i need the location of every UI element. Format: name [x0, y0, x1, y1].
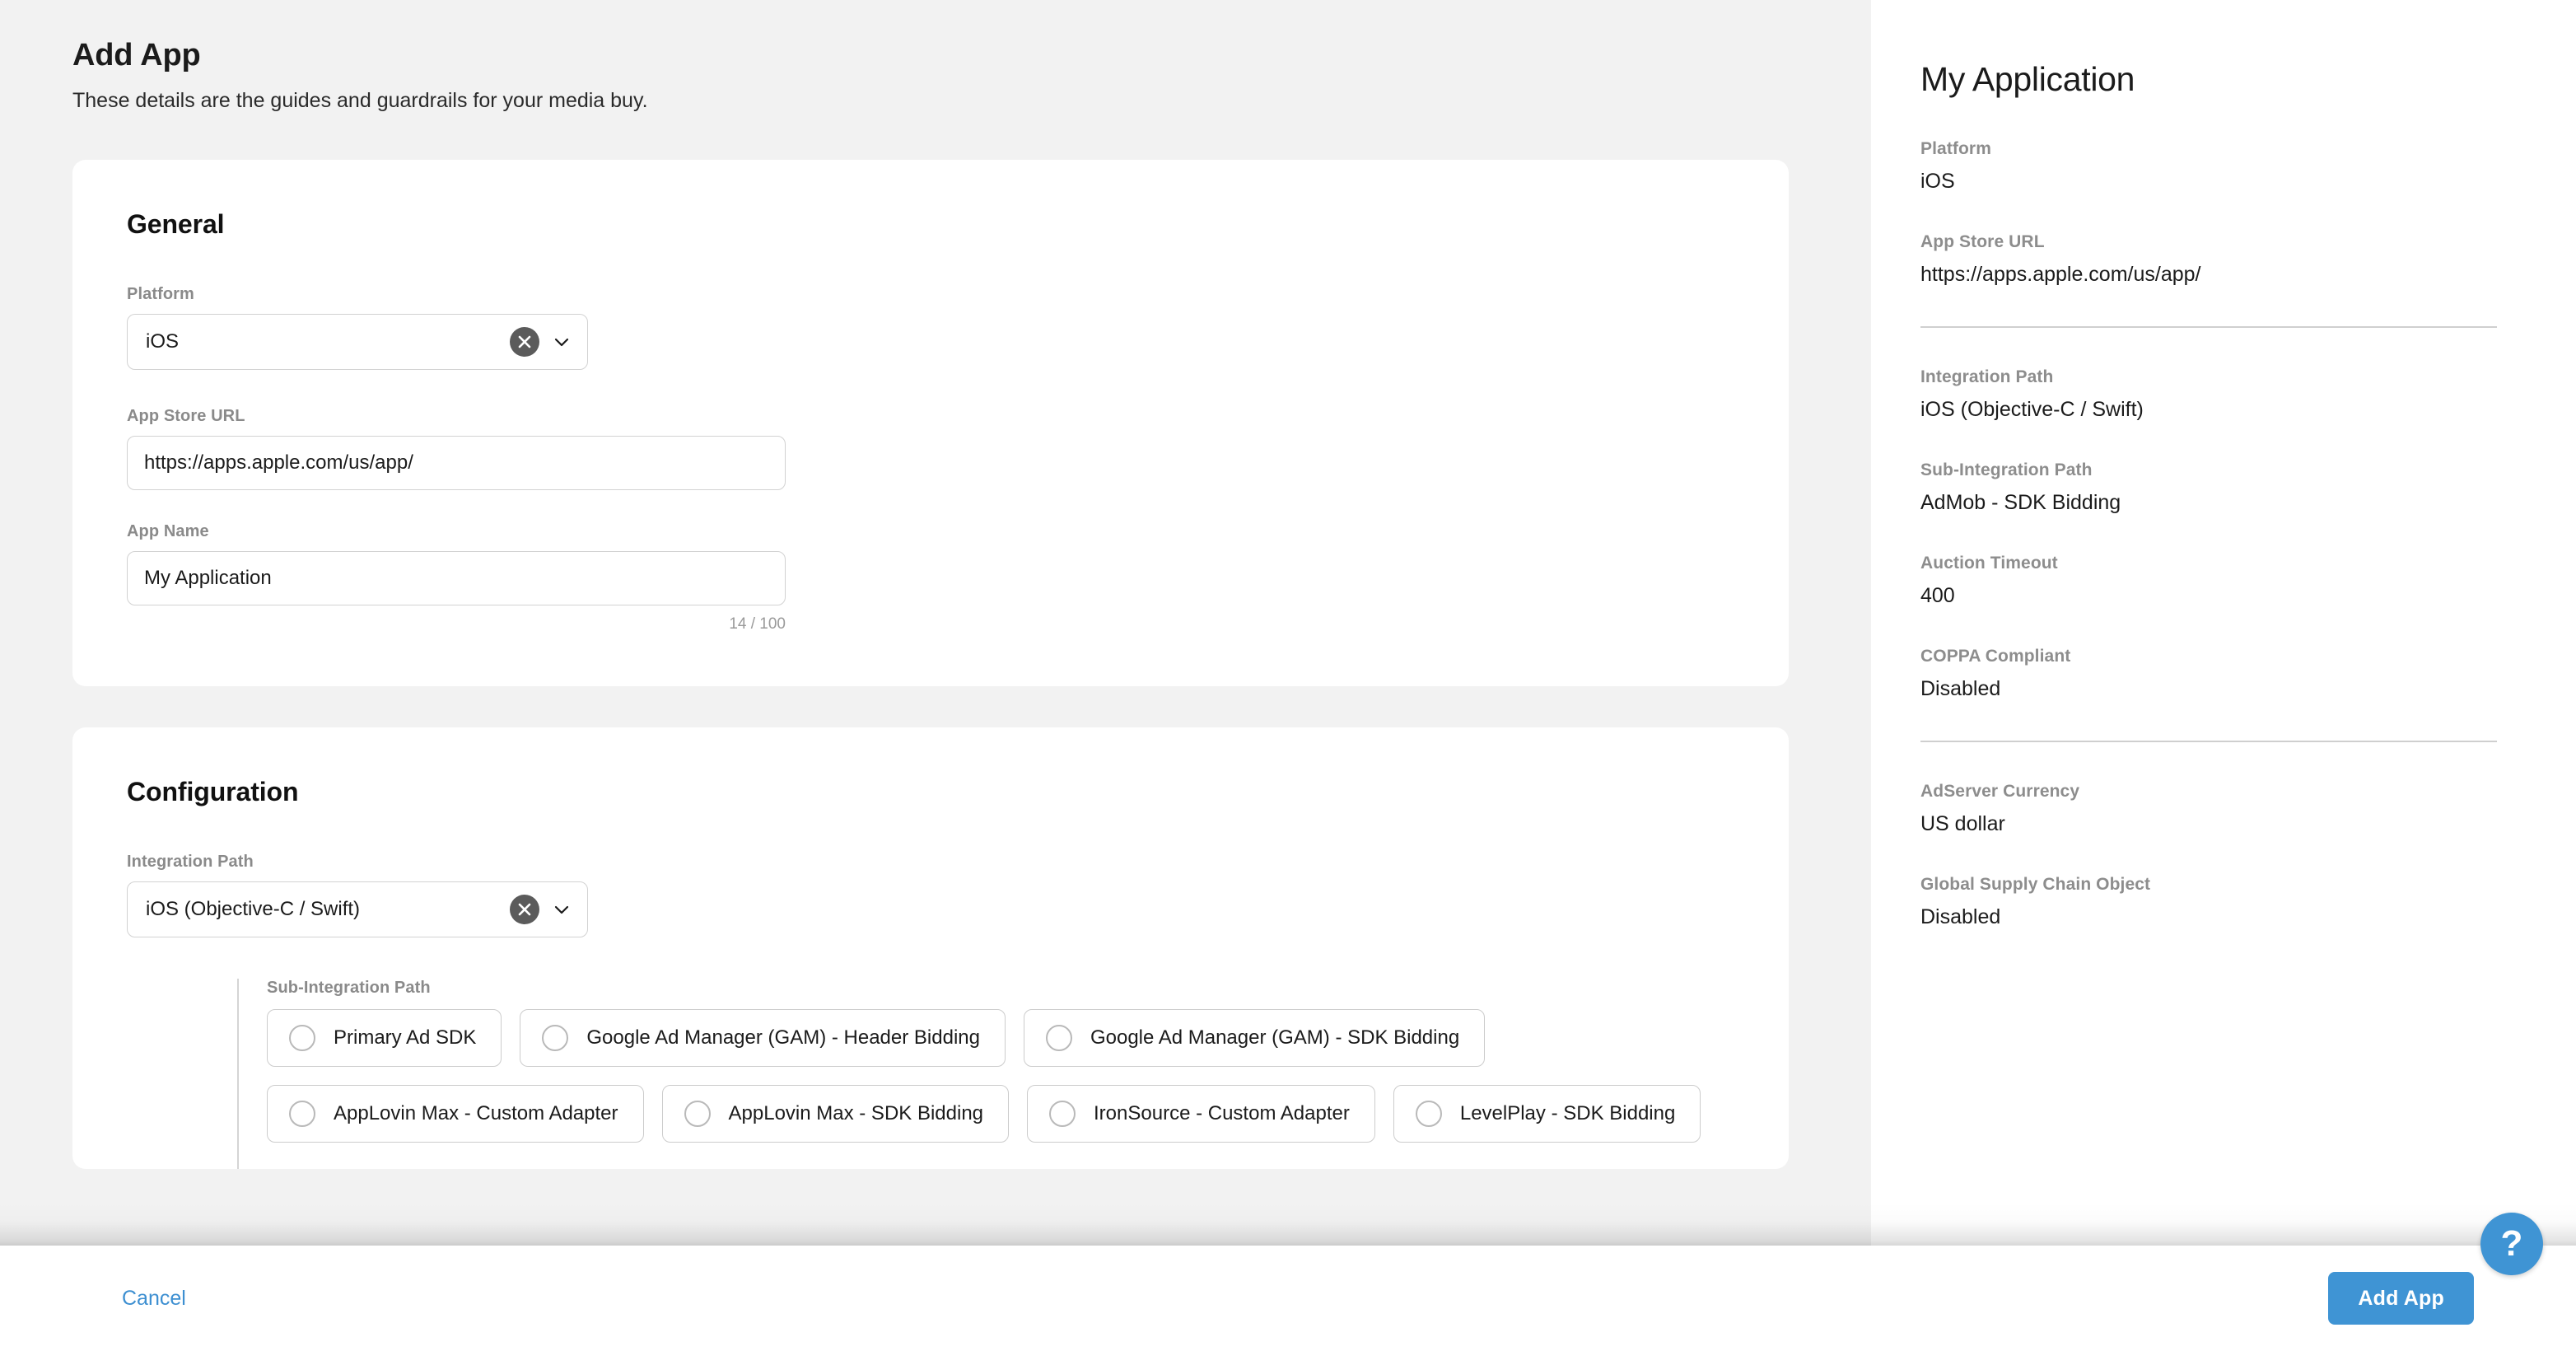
app-store-url-field: App Store URL	[72, 406, 1789, 491]
radio-dot-icon[interactable]	[1049, 1101, 1076, 1128]
summary-item-app-store-url: App Store URL https://apps.apple.com/us/…	[1920, 232, 2497, 287]
integration-path-select[interactable]: iOS (Objective-C / Swift)	[127, 881, 588, 938]
radio-option-label: LevelPlay - SDK Bidding	[1459, 1102, 1676, 1125]
summary-value: US dollar	[1920, 811, 2005, 835]
summary-title: My Application	[1920, 60, 2135, 98]
page-title: Add App	[72, 38, 201, 72]
summary-item-platform: Platform iOS	[1920, 139, 2497, 194]
summary-value: Disabled	[1920, 905, 2001, 928]
cancel-button[interactable]: Cancel	[122, 1286, 186, 1310]
summary-label: Integration Path	[1920, 367, 2054, 386]
summary-panel: My Application Platform iOS App Store UR…	[1871, 0, 2576, 1246]
summary-label: COPPA Compliant	[1920, 647, 2071, 666]
radio-dot-icon[interactable]	[289, 1101, 315, 1128]
sub-integration-path-group: Sub-Integration Path Primary Ad SDK Goog…	[237, 979, 1789, 1170]
summary-item-global-supply-chain-object: Global Supply Chain Object Disabled	[1920, 875, 2497, 930]
radio-option-primary-ad-sdk[interactable]: Primary Ad SDK	[267, 1009, 502, 1068]
general-section-title: General	[127, 209, 225, 240]
summary-divider	[1920, 740, 2497, 742]
summary-label: App Store URL	[1920, 232, 2045, 252]
platform-field: Platform iOS	[72, 284, 1789, 371]
radio-dot-icon[interactable]	[542, 1025, 569, 1052]
radio-option-label: AppLovin Max - Custom Adapter	[334, 1102, 618, 1125]
platform-select[interactable]: iOS	[127, 314, 588, 371]
sub-integration-path-row: Primary Ad SDK Google Ad Manager (GAM) -…	[267, 1009, 1789, 1068]
footer-action-bar: Cancel Add App	[0, 1246, 2576, 1351]
summary-item-integration-path: Integration Path iOS (Objective-C / Swif…	[1920, 367, 2497, 423]
summary-list: Platform iOS App Store URL https://apps.…	[1920, 139, 2497, 930]
form-scroll-region[interactable]: Add App These details are the guides and…	[0, 0, 1871, 1246]
sub-integration-path-label: Sub-Integration Path	[267, 979, 431, 998]
radio-dot-icon[interactable]	[1045, 1025, 1072, 1052]
summary-item-auction-timeout: Auction Timeout 400	[1920, 554, 2497, 609]
radio-option-label: Google Ad Manager (GAM) - SDK Bidding	[1090, 1026, 1460, 1049]
chevron-down-icon[interactable]	[548, 328, 576, 356]
radio-option-levelplay-sdk-bidding[interactable]: LevelPlay - SDK Bidding	[1393, 1085, 1701, 1143]
summary-value: https://apps.apple.com/us/app/	[1920, 263, 2201, 287]
summary-value: Disabled	[1920, 677, 2001, 701]
clear-circle-icon[interactable]	[510, 327, 539, 358]
summary-divider	[1920, 325, 2497, 328]
integration-path-selected-value: iOS (Objective-C / Swift)	[146, 898, 361, 921]
radio-option-label: Google Ad Manager (GAM) - Header Bidding	[586, 1026, 980, 1049]
radio-dot-icon[interactable]	[289, 1025, 315, 1052]
summary-item-coppa-compliant: COPPA Compliant Disabled	[1920, 647, 2497, 702]
radio-option-applovin-max-custom-adapter[interactable]: AppLovin Max - Custom Adapter	[267, 1085, 644, 1143]
radio-option-label: AppLovin Max - SDK Bidding	[728, 1102, 984, 1125]
sub-integration-path-row: AppLovin Max - Custom Adapter AppLovin M…	[267, 1085, 1789, 1143]
summary-value: AdMob - SDK Bidding	[1920, 490, 2121, 514]
app-name-input[interactable]	[127, 551, 786, 606]
radio-option-ironsource-custom-adapter[interactable]: IronSource - Custom Adapter	[1027, 1085, 1375, 1143]
radio-option-applovin-max-sdk-bidding[interactable]: AppLovin Max - SDK Bidding	[661, 1085, 1010, 1143]
summary-item-adserver-currency: AdServer Currency US dollar	[1920, 782, 2497, 837]
summary-label: AdServer Currency	[1920, 781, 2080, 801]
app-store-url-input[interactable]	[127, 436, 786, 491]
radio-option-label: Primary Ad SDK	[334, 1026, 477, 1049]
summary-label: Auction Timeout	[1920, 554, 2058, 573]
summary-value: iOS (Objective-C / Swift)	[1920, 397, 2144, 421]
summary-label: Sub-Integration Path	[1920, 460, 2093, 479]
app-name-char-counter: 14 / 100	[729, 615, 786, 633]
platform-selected-value: iOS	[146, 330, 180, 353]
question-mark-icon[interactable]: ?	[2480, 1213, 2543, 1275]
integration-path-label: Integration Path	[127, 853, 254, 872]
platform-label: Platform	[127, 285, 194, 304]
summary-value: iOS	[1920, 170, 1955, 194]
page-subtitle: These details are the guides and guardra…	[72, 88, 648, 112]
app-store-url-label: App Store URL	[127, 407, 245, 426]
summary-item-sub-integration-path: Sub-Integration Path AdMob - SDK Bidding	[1920, 460, 2497, 516]
radio-option-gam-sdk-bidding[interactable]: Google Ad Manager (GAM) - SDK Bidding	[1023, 1009, 1486, 1068]
chevron-down-icon[interactable]	[548, 895, 576, 923]
radio-option-label: IronSource - Custom Adapter	[1094, 1102, 1350, 1125]
integration-path-field: Integration Path iOS (Objective-C / Swif…	[72, 852, 1789, 938]
radio-dot-icon[interactable]	[1415, 1101, 1442, 1128]
clear-circle-icon[interactable]	[510, 895, 539, 925]
configuration-section-title: Configuration	[127, 777, 299, 807]
summary-label: Global Supply Chain Object	[1920, 874, 2151, 894]
summary-value: 400	[1920, 584, 1955, 608]
radio-dot-icon[interactable]	[684, 1101, 711, 1128]
summary-label: Platform	[1920, 139, 1991, 159]
app-name-field: App Name 14 / 100	[72, 521, 1789, 633]
app-name-label: App Name	[127, 522, 209, 541]
general-card: General Platform iOS	[72, 160, 1789, 687]
page-header: Add App These details are the guides and…	[0, 0, 1871, 114]
radio-option-gam-header-bidding[interactable]: Google Ad Manager (GAM) - Header Bidding	[520, 1009, 1006, 1068]
add-app-button[interactable]: Add App	[2328, 1272, 2474, 1325]
configuration-card: Configuration Integration Path iOS (Obje…	[72, 727, 1789, 1170]
